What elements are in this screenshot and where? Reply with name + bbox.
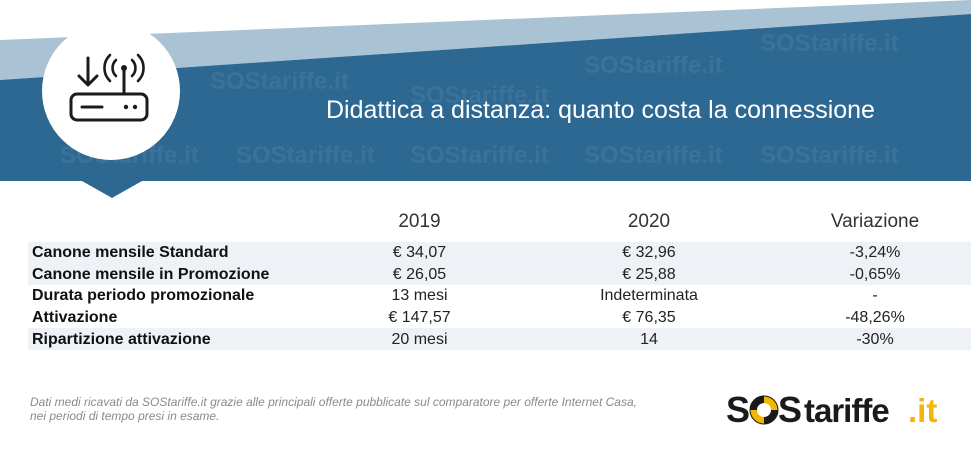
- comparison-table: 2019 2020 Variazione Canone mensile Stan…: [28, 206, 971, 350]
- page-title: Didattica a distanza: quanto costa la co…: [326, 96, 875, 124]
- value-change: -3,24%: [779, 242, 971, 264]
- lifebuoy-icon: [749, 395, 779, 425]
- value-2019: 20 mesi: [320, 328, 519, 350]
- value-change: -0,65%: [779, 263, 971, 286]
- row-label: Ripartizione attivazione: [28, 328, 320, 350]
- row-label: Canone mensile Standard: [28, 242, 320, 264]
- column-header-variazione: Variazione: [830, 211, 920, 232]
- value-2019: € 147,57: [388, 309, 451, 327]
- footnote: Dati medi ricavati da SOStariffe.it graz…: [30, 395, 710, 423]
- value-change: -48,26%: [845, 309, 905, 327]
- svg-text:S: S: [778, 389, 802, 429]
- svg-text:tariffe: tariffe: [804, 392, 889, 429]
- row-label: Durata periodo promozionale: [32, 287, 255, 305]
- row-label: Attivazione: [32, 309, 118, 327]
- router-icon-badge: [42, 22, 180, 160]
- value-2020: 14: [519, 328, 779, 350]
- value-2020: € 32,96: [519, 242, 779, 264]
- value-2020: € 76,35: [622, 309, 676, 327]
- header-banner: [0, 0, 971, 200]
- table-row: Canone mensile in Promozione € 26,05 € 2…: [28, 263, 971, 286]
- logo-mark: S S tariffe .it: [726, 389, 937, 430]
- value-2020: Indeterminata: [600, 287, 698, 305]
- table-row: Durata periodo promozionale 13 mesi Inde…: [28, 285, 971, 307]
- value-2020: € 25,88: [519, 263, 779, 286]
- value-2019: 13 mesi: [391, 287, 448, 305]
- value-2019: € 26,05: [320, 263, 519, 286]
- table-row: Canone mensile Standard € 34,07 € 32,96 …: [28, 242, 971, 264]
- value-2019: € 34,07: [320, 242, 519, 264]
- row-label: Canone mensile in Promozione: [28, 263, 320, 286]
- sostariffe-logo: S S tariffe .it: [726, 389, 940, 430]
- table-row: Attivazione € 147,57 € 76,35 -48,26%: [28, 307, 971, 329]
- footnote-line: nei periodi di tempo presi in esame.: [30, 409, 220, 423]
- table-header-row: 2019 2020 Variazione: [28, 206, 971, 242]
- value-change: -: [872, 287, 878, 305]
- svg-text:S: S: [726, 389, 750, 429]
- footnote-line: Dati medi ricavati da SOStariffe.it graz…: [30, 395, 637, 409]
- column-header-2020: 2020: [627, 211, 671, 232]
- logo-tld: .it: [908, 392, 937, 429]
- router-download-icon: [69, 53, 149, 122]
- column-header: [28, 206, 320, 242]
- table-row: Ripartizione attivazione 20 mesi 14 -30%: [28, 328, 971, 350]
- banner-shape: [0, 0, 971, 198]
- column-header-2019: 2019: [398, 211, 441, 232]
- value-change: -30%: [779, 328, 971, 350]
